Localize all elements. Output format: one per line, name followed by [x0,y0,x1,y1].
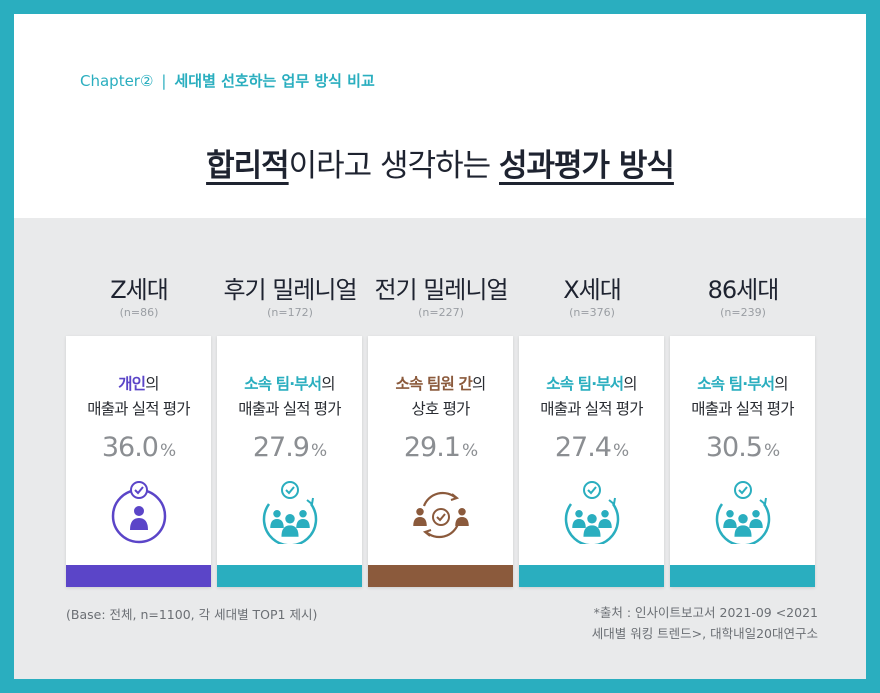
generation-name: 후기 밀레니얼 [223,276,357,304]
percentage-value: 29.1% [368,432,513,463]
source-line-1: *출처 : 인사이트보고서 2021-09 <2021 [593,605,818,620]
method-suffix: 의 [145,375,159,393]
method-line-1: 소속 팀·부서의 [519,372,664,397]
percentage-unit: % [763,441,780,461]
method-line-2: 매출과 실적 평가 [691,400,794,418]
percentage-value: 30.5% [670,432,815,463]
title-plain: 이라고 생각하는 [288,148,499,184]
method-line-1: 소속 팀·부서의 [217,372,362,397]
chapter-separator: | [161,72,167,90]
page-title: 합리적이라고 생각하는 성과평가 방식 [14,140,866,185]
percentage-value: 27.4% [519,432,664,463]
method-highlight: 소속 팀·부서 [244,375,322,393]
method-line-2: 매출과 실적 평가 [540,400,643,418]
generation-card: 소속 팀원 간의 상호 평가 29.1% [368,336,513,587]
percentage-value: 27.9% [217,432,362,463]
source-line-2: 세대별 워킹 트렌드>, 대학내일20대연구소 [591,626,818,641]
percentage-unit: % [461,441,478,461]
percentage-number: 29.1 [403,432,461,463]
method-line-1: 개인의 [66,372,211,397]
chapter-label: Chapter② [80,72,154,90]
method-line-2: 상호 평가 [411,400,471,418]
color-bar [368,565,513,587]
generation-sample-size: (n=239) [720,306,766,319]
method-line-2: 매출과 실적 평가 [87,400,190,418]
method-suffix: 의 [472,375,486,393]
team-icon [559,474,625,547]
generation-sample-size: (n=86) [119,306,159,319]
source-note: *출처 : 인사이트보고서 2021-09 <2021 세대별 워킹 트렌드>,… [592,602,818,644]
percentage-unit: % [310,441,327,461]
method-suffix: 의 [321,375,335,393]
method-suffix: 의 [623,375,637,393]
method-highlight: 소속 팀원 간 [395,375,473,393]
base-note: (Base: 전체, n=1100, 각 세대별 TOP1 제시) [66,607,318,622]
color-bar [670,565,815,587]
method-line-2: 매출과 실적 평가 [238,400,341,418]
percentage-value: 36.0% [66,432,211,463]
method-highlight: 개인 [118,375,146,393]
generation-sample-size: (n=172) [267,306,313,319]
title-bold-1: 합리적 [206,148,290,184]
color-bar [519,565,664,587]
generation-sample-size: (n=227) [418,306,464,319]
percentage-number: 36.0 [101,432,159,463]
generation-name: Z세대 [110,276,169,304]
method-suffix: 의 [774,375,788,393]
percentage-unit: % [159,441,176,461]
team-icon [710,474,776,547]
percentage-number: 27.4 [554,432,612,463]
percentage-number: 30.5 [705,432,763,463]
method-line-1: 소속 팀원 간의 [368,372,513,397]
person-icon [106,474,172,544]
color-bar [66,565,211,587]
infographic-panel: Chapter② | 세대별 선호하는 업무 방식 비교 합리적이라고 생각하는 성… [14,14,866,679]
peer-review-icon [408,474,474,544]
generation-name: 전기 밀레니얼 [374,276,508,304]
title-bold-2: 성과평가 방식 [499,148,675,184]
color-bar [217,565,362,587]
generation-sample-size: (n=376) [569,306,615,319]
generation-name: X세대 [563,276,622,304]
method-highlight: 소속 팀·부서 [546,375,624,393]
chapter-subtitle: 세대별 선호하는 업무 방식 비교 [174,72,375,90]
header: Chapter② | 세대별 선호하는 업무 방식 비교 합리적이라고 생각하는 성… [14,14,866,218]
chapter-heading: Chapter② | 세대별 선호하는 업무 방식 비교 [80,70,375,91]
percentage-number: 27.9 [252,432,310,463]
percentage-unit: % [612,441,629,461]
team-icon [257,474,323,547]
method-highlight: 소속 팀·부서 [697,375,775,393]
method-description: 소속 팀원 간의 상호 평가 [368,372,513,422]
method-line-1: 소속 팀·부서의 [670,372,815,397]
generation-name: 86세대 [707,276,780,304]
